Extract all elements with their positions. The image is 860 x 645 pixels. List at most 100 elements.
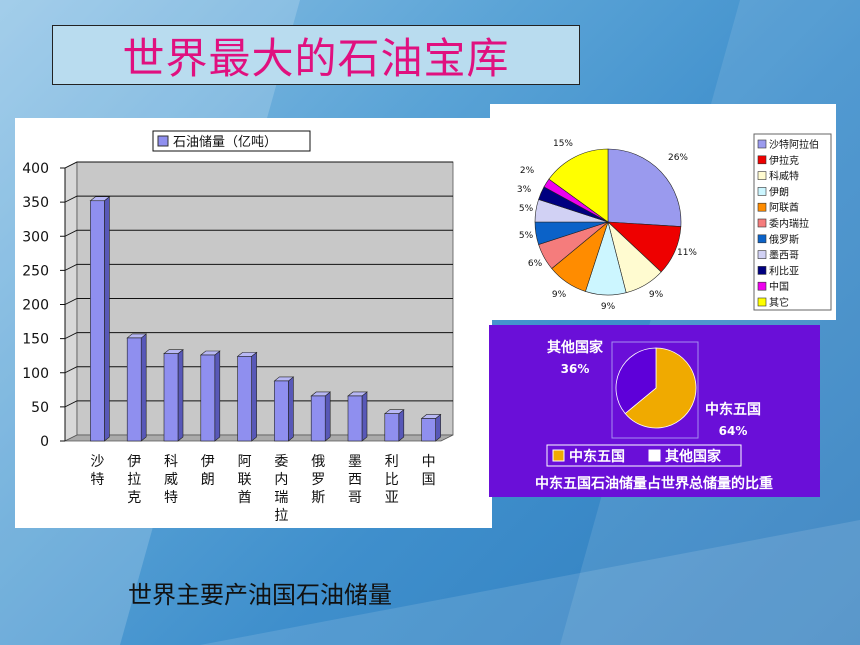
bar-side (140, 333, 147, 442)
pie-chart: 26% 11% 9% 9% 9% 6% 5% 5% 3% 2% 15% 沙特阿拉伯伊拉克科威特伊朗阿联… (517, 133, 832, 312)
slide-title-box: 世界最大的石油宝库 (52, 25, 580, 85)
x-tick-label-char: 墨 (348, 454, 362, 470)
gridline (64, 332, 453, 340)
x-tick-label-char: 阿 (238, 454, 252, 470)
bar (200, 354, 216, 442)
x-tick-label-char: 特 (164, 490, 178, 506)
x-tick-label-char: 斯 (311, 490, 325, 506)
share-chart-panel: 其他国家 36% 中东五国 64% 中东五国 其他国家 中东五国石油储量占世界总储量的比重 (489, 325, 820, 497)
x-tick-label-char: 俄 (311, 454, 325, 470)
x-tick-label-char: 拉 (274, 508, 288, 524)
bar (126, 337, 142, 442)
bar-side (324, 391, 331, 442)
bar-side (251, 351, 257, 442)
share-label-value: 36% (561, 362, 590, 376)
y-tick-label: 150 (22, 332, 49, 348)
pie-legend-swatch (757, 297, 767, 307)
y-tick-label: 300 (22, 229, 49, 245)
gridline (64, 161, 453, 169)
x-tick-label-char: 伊 (201, 454, 215, 470)
pie-legend-label: 俄罗斯 (769, 233, 799, 246)
y-tick-label: 100 (22, 366, 49, 382)
share-pie-slice (624, 347, 697, 429)
y-tick-label: 400 (22, 161, 49, 177)
pie-legend-swatch (757, 139, 767, 149)
share-legend-swatch (648, 449, 661, 462)
x-tick-label-char: 科 (164, 454, 178, 470)
share-label-name: 中东五国 (705, 401, 761, 418)
share-legend-swatch (552, 449, 565, 462)
share-plot-frame (611, 341, 699, 439)
pie-slice (548, 148, 609, 223)
x-tick-label-char: 威 (164, 472, 178, 488)
bar-side (288, 376, 294, 442)
bar (237, 356, 252, 442)
share-label-value: 64% (719, 424, 748, 438)
pie-value-label: 3% (517, 185, 532, 195)
legend-swatch (157, 135, 169, 147)
pie-legend-swatch (757, 218, 767, 228)
pie-legend-label: 委内瑞拉 (769, 217, 809, 230)
pie-value-label: 5% (519, 204, 534, 214)
y-tick-label: 50 (31, 400, 49, 416)
pie-legend-swatch (757, 250, 767, 259)
pie-value-label: 11% (677, 248, 697, 258)
gridline (64, 229, 453, 237)
bar-side (361, 391, 368, 442)
slide-title: 世界最大的石油宝库 (122, 33, 510, 83)
pie-value-label: 15% (553, 139, 573, 149)
pie-value-label: 9% (552, 290, 567, 300)
x-tick-label-char: 利 (385, 454, 399, 470)
share-chart-title: 中东五国石油储量占世界总储量的比重 (535, 475, 773, 492)
gridline (64, 366, 453, 374)
slide-caption: 世界主要产油国石油储量 (128, 581, 392, 609)
bar (90, 200, 105, 442)
x-tick-label-char: 罗 (311, 472, 325, 488)
bar (310, 395, 326, 442)
x-tick-label-char: 内 (274, 472, 288, 488)
bar-side (214, 350, 221, 442)
pie-legend-label: 阿联酋 (769, 201, 799, 214)
bar-side (435, 413, 441, 442)
x-tick-label-char: 亚 (385, 490, 399, 506)
pie-legend-swatch (757, 202, 767, 212)
pie-legend-label: 中国 (769, 280, 789, 293)
bar-chart: 050100150200250300350400石油储量（亿吨）沙特伊拉克科威特… (22, 130, 454, 524)
pie-legend-label: 利比亚 (769, 265, 799, 277)
x-tick-label-char: 瑞 (274, 490, 288, 506)
share-legend-label: 其他国家 (665, 448, 722, 465)
x-tick-label-char: 西 (348, 472, 362, 488)
pie-value-label: 9% (649, 290, 664, 300)
gridline (64, 195, 453, 203)
x-tick-label-char: 克 (127, 490, 141, 506)
pie-legend-swatch (757, 281, 767, 291)
x-tick-label-char: 朗 (201, 472, 215, 488)
pie-legend-label: 沙特阿拉伯 (769, 138, 819, 151)
pie-slice (607, 148, 682, 227)
bar (347, 395, 363, 442)
y-tick-label: 250 (22, 263, 49, 279)
pie-chart-panel: 26% 11% 9% 9% 9% 6% 5% 5% 3% 2% 15% 沙特阿拉伯 伊拉克 科威特 伊朗 阿联… (490, 104, 836, 320)
bar (274, 380, 289, 442)
pie-legend-swatch (757, 266, 767, 275)
pie-legend-label: 伊朗 (769, 186, 789, 198)
bar-side (104, 196, 110, 442)
y-tick-label: 200 (22, 298, 49, 314)
bar-side (177, 349, 184, 442)
x-tick-label-char: 伊 (127, 454, 141, 470)
share-legend-box (546, 444, 742, 467)
pie-value-label: 6% (528, 259, 543, 269)
pie-value-label: 2% (520, 166, 535, 176)
pie-legend-label: 其它 (769, 296, 789, 309)
x-tick-label-char: 国 (422, 472, 436, 488)
gridline (64, 298, 453, 305)
pie-legend-swatch (757, 171, 767, 180)
pie-legend-label: 墨西哥 (769, 250, 799, 262)
x-tick-label-char: 特 (90, 472, 104, 488)
pie-legend-swatch (757, 234, 767, 244)
legend-label: 石油储量（亿吨） (173, 135, 277, 150)
share-legend-label: 中东五国 (569, 448, 625, 465)
pie-value-label: 26% (668, 153, 688, 163)
x-tick-label-char: 委 (274, 454, 288, 470)
